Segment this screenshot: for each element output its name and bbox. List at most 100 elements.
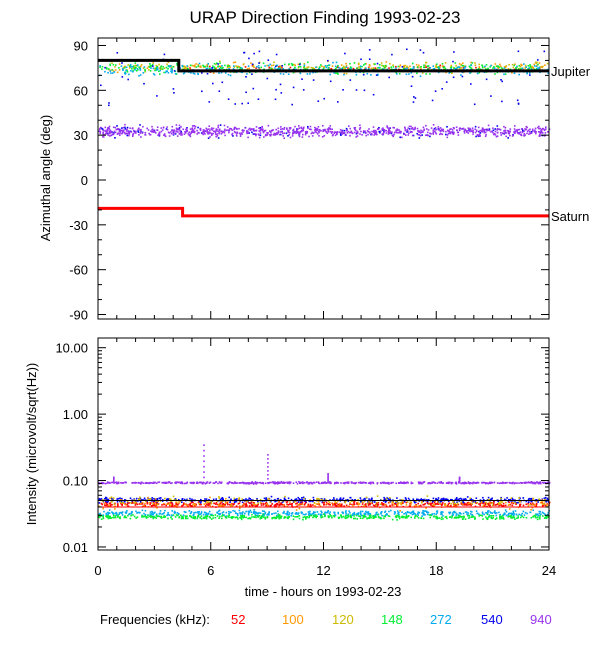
point <box>486 503 488 506</box>
point <box>152 513 154 516</box>
point <box>517 128 519 131</box>
point <box>329 125 331 127</box>
point <box>398 131 400 134</box>
point <box>449 131 451 133</box>
point <box>543 50 546 53</box>
point <box>296 131 298 134</box>
point <box>378 64 381 66</box>
point <box>374 67 377 69</box>
point <box>455 514 458 516</box>
point <box>467 517 470 519</box>
point <box>415 63 418 66</box>
point <box>514 510 517 512</box>
point <box>341 503 343 506</box>
point <box>232 135 234 137</box>
point <box>107 71 109 74</box>
point <box>393 513 396 515</box>
point <box>390 131 392 134</box>
spike-point <box>203 455 205 457</box>
point <box>377 504 380 506</box>
point <box>494 134 497 136</box>
point <box>469 498 472 500</box>
point <box>101 65 104 68</box>
point <box>501 100 503 103</box>
point <box>125 69 127 72</box>
point <box>547 72 549 74</box>
point <box>115 128 118 131</box>
point <box>160 515 162 518</box>
point <box>469 72 471 74</box>
point <box>139 502 142 505</box>
point <box>242 63 245 65</box>
point <box>228 67 230 70</box>
point <box>139 129 141 131</box>
point <box>448 511 450 514</box>
point <box>303 482 306 484</box>
point <box>297 132 300 134</box>
point <box>528 133 530 135</box>
point <box>214 516 217 519</box>
point <box>425 66 428 68</box>
point <box>534 129 536 132</box>
spike-point <box>113 476 115 479</box>
point <box>255 126 258 128</box>
point <box>171 69 173 72</box>
point <box>111 69 114 71</box>
point <box>428 503 430 506</box>
point <box>437 503 440 505</box>
point <box>349 79 352 81</box>
point <box>463 481 465 484</box>
point <box>405 504 408 506</box>
point <box>493 511 495 514</box>
point <box>261 482 264 484</box>
point <box>351 503 353 506</box>
point <box>151 482 154 484</box>
point <box>411 134 414 137</box>
point <box>180 134 182 136</box>
point <box>484 504 486 507</box>
point <box>345 515 347 518</box>
point <box>178 127 181 129</box>
point <box>402 66 405 69</box>
point <box>520 133 522 136</box>
point <box>474 128 476 131</box>
point <box>213 502 215 505</box>
point <box>148 501 150 504</box>
point <box>513 68 516 71</box>
ytick-label: -90 <box>69 308 88 323</box>
point <box>505 135 507 138</box>
point <box>255 511 257 514</box>
point <box>104 501 107 504</box>
point <box>352 513 354 516</box>
point <box>298 135 301 138</box>
point <box>312 514 315 517</box>
point <box>122 126 125 129</box>
point <box>289 127 292 129</box>
point <box>463 501 465 504</box>
point <box>298 517 301 520</box>
point <box>165 481 168 484</box>
point <box>250 511 253 513</box>
point <box>285 513 287 515</box>
ytick-label: -60 <box>69 263 88 278</box>
point <box>524 64 527 67</box>
point <box>113 71 116 73</box>
spike-point <box>327 478 329 480</box>
point <box>279 482 281 484</box>
point <box>466 502 469 505</box>
point <box>467 502 470 505</box>
point <box>347 500 350 502</box>
point <box>288 513 291 515</box>
point <box>106 128 109 131</box>
point <box>518 73 520 76</box>
point <box>284 481 286 484</box>
point <box>173 92 175 94</box>
point <box>538 125 540 128</box>
point <box>396 73 398 75</box>
point <box>241 513 244 515</box>
point <box>178 124 181 127</box>
point <box>270 131 272 134</box>
point <box>248 67 250 70</box>
point <box>108 127 110 130</box>
